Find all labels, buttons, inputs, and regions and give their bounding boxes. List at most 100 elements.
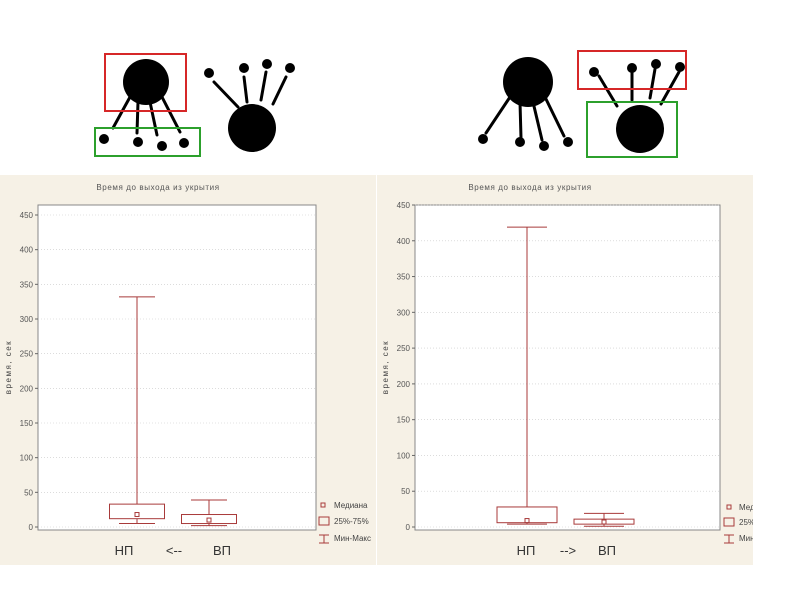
small-node [204,68,214,78]
green-highlight-frame [586,101,678,158]
small-node [133,137,143,147]
connector-line [648,67,657,100]
large-node [228,104,276,152]
legend-box-marker [318,516,330,526]
small-node [179,138,189,148]
small-node [675,62,685,72]
diagram-right-svg [478,50,687,158]
chart-panel-right: Время до выхода из укрытия 0 50 100 150 200 2… [377,175,753,565]
y-ticks: 0 50 100 150 200 250 300 350 400 450 [397,201,415,532]
connector-line [484,95,512,135]
y-tick-label: 100 [397,451,411,460]
diagram-left [80,0,310,170]
y-tick-label: 400 [20,246,34,255]
y-tick-label: 200 [397,380,411,389]
large-node [123,59,169,105]
y-axis-label: время, сек [4,340,13,394]
y-tick-label: 0 [406,523,411,532]
direction-arrow: --> [560,543,576,558]
y-tick-label: 400 [397,237,411,246]
iqr-box [181,514,237,525]
iqr-box [109,503,165,520]
chart-title: Время до выхода из укрытия [96,183,219,192]
category-label-np: НП [115,543,134,558]
connector-line [543,95,566,138]
plot-area [37,204,317,531]
connector-line [531,100,544,142]
direction-arrow: <-- [166,543,182,558]
category-label-vp: ВП [598,543,616,558]
boxes [109,296,237,527]
y-tick-label: 250 [20,350,34,359]
y-tick-label: 250 [397,344,411,353]
legend-quartiles: 25%-75% [739,518,753,527]
green-highlight-frame [94,127,201,157]
box-chart-left: Время до выхода из укрытия 0 50 100 150 200 2… [4,183,371,558]
legend-median: Медиана [739,503,753,512]
connector-line [111,95,132,130]
legend-minmax: Мин-Макс [739,534,753,543]
connector-line [212,80,240,109]
y-tick-label: 450 [20,211,34,220]
y-tick-label: 300 [20,315,34,324]
legend-median: Медиана [334,501,368,510]
legend-quartiles: 25%-75% [334,517,369,526]
small-node [563,137,573,147]
y-tick-label: 350 [20,280,34,289]
y-ticks: 0 50 100 150 200 250 300 350 400 450 [20,211,38,532]
large-node [503,57,553,107]
legend-median-marker [320,502,326,508]
y-tick-label: 150 [20,419,34,428]
category-label-np: НП [517,543,536,558]
y-tick-label: 300 [397,308,411,317]
boxes [496,226,635,527]
y-tick-label: 50 [24,488,33,497]
y-axis-label: время, сек [381,340,390,394]
y-tick-label: 450 [397,201,411,210]
box-chart-right: Время до выхода из укрытия 0 50 100 150 200 2… [381,183,753,558]
median-marker [601,519,607,525]
legend: Медиана 25%-75% Мин-Макс [723,503,753,544]
y-tick-label: 0 [29,523,34,532]
small-node [285,63,295,73]
small-node [99,134,109,144]
connector-line [271,75,288,106]
connector-line [160,95,182,134]
legend-median-marker [726,504,732,510]
connector-line [518,100,523,140]
median-marker [134,512,140,518]
legend-whisker-marker [724,534,734,544]
legend-box-marker [723,517,735,527]
y-tick-label: 200 [20,384,34,393]
red-highlight-frame [577,50,687,90]
diagram-right [465,0,705,170]
y-tick-label: 100 [20,454,34,463]
chart-panel-left: Время до выхода из укрытия 0 50 100 150 200 2… [0,175,376,565]
chart-title: Время до выхода из укрытия [468,183,591,192]
diagram-left-svg [94,53,295,157]
small-node [627,63,637,73]
legend: Медиана 25%-75% Мин-Макс [318,501,371,544]
small-node [157,141,167,151]
median-marker [524,518,530,524]
small-node [515,137,525,147]
small-node [262,59,272,69]
y-tick-label: 150 [397,416,411,425]
connector-line [148,100,159,137]
plot-area [414,204,721,531]
small-node [539,141,549,151]
red-highlight-frame [104,53,187,112]
y-tick-label: 50 [401,487,410,496]
small-node [651,59,661,69]
legend-minmax: Мин-Макс [334,534,371,543]
small-node [589,67,599,77]
large-node [616,105,664,153]
legend-whisker-marker [319,534,329,544]
median-marker [206,517,212,523]
small-node [478,134,488,144]
grid [38,214,316,528]
connector-line [259,70,268,102]
category-label-vp: ВП [213,543,231,558]
y-tick-label: 350 [397,273,411,282]
small-node [239,63,249,73]
